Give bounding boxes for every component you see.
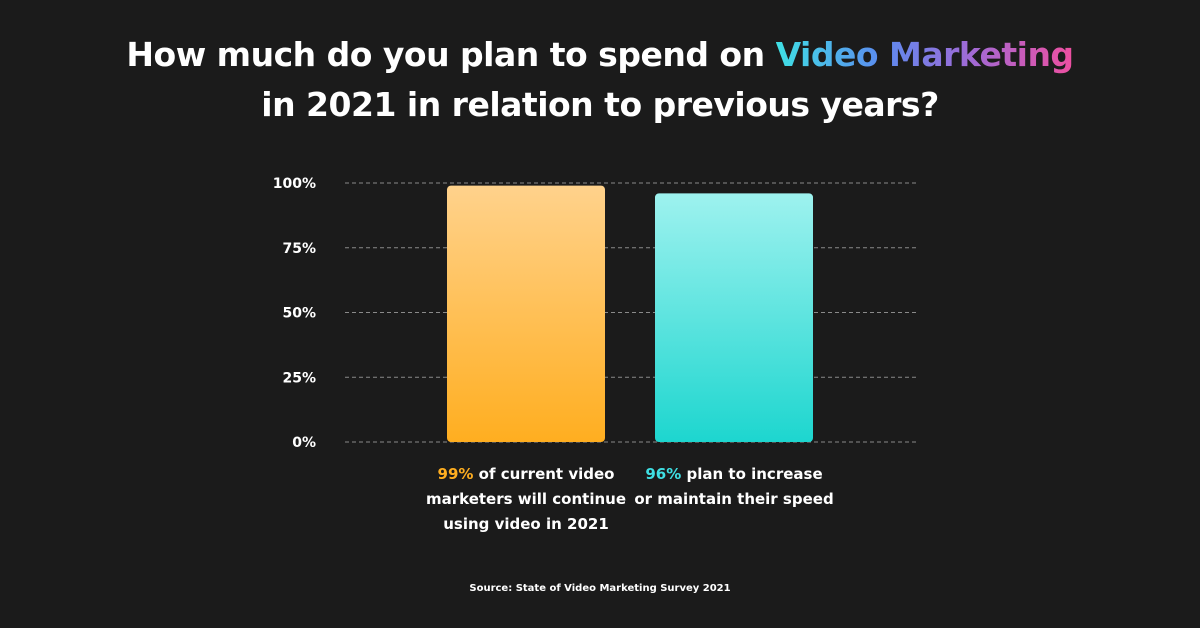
title-highlight: Video Marketing: [775, 35, 1074, 74]
y-tick-label-100: 100%: [273, 176, 316, 192]
bar-2: [655, 193, 813, 442]
bars: [447, 185, 813, 442]
grid-lines: [345, 182, 918, 443]
y-tick-label-25: 25%: [282, 370, 316, 386]
y-tick-label-50: 50%: [282, 306, 316, 322]
chart-title: How much do you plan to spend on Video M…: [0, 30, 1200, 130]
source-note: Source: State of Video Marketing Survey …: [469, 583, 731, 594]
caption-2-percent: 96%: [645, 465, 682, 483]
y-axis-ticks: 0% 25% 50% 75% 100%: [273, 176, 316, 451]
caption-1-line-3: using video in 2021: [443, 515, 609, 533]
caption-1-line-2: marketers will continue: [425, 490, 626, 508]
title-prefix: How much do you plan to spend on: [126, 35, 765, 74]
caption-1-percent: 99%: [437, 465, 474, 483]
y-tick-label-75: 75%: [282, 241, 316, 257]
title-line-1: How much do you plan to spend on Video M…: [0, 30, 1200, 80]
bar-caption-1: 99% of current video marketers will cont…: [416, 462, 636, 537]
bar-caption-2: 96% plan to increase or maintain their s…: [624, 462, 844, 512]
caption-2-line-2: or maintain their speed: [634, 490, 834, 508]
bar-1: [447, 185, 605, 442]
title-line-2: in 2021 in relation to previous years?: [261, 85, 939, 124]
caption-1-line-1: of current video: [478, 465, 615, 483]
y-tick-label-0: 0%: [292, 435, 316, 451]
caption-2-line-1: plan to increase: [686, 465, 823, 483]
